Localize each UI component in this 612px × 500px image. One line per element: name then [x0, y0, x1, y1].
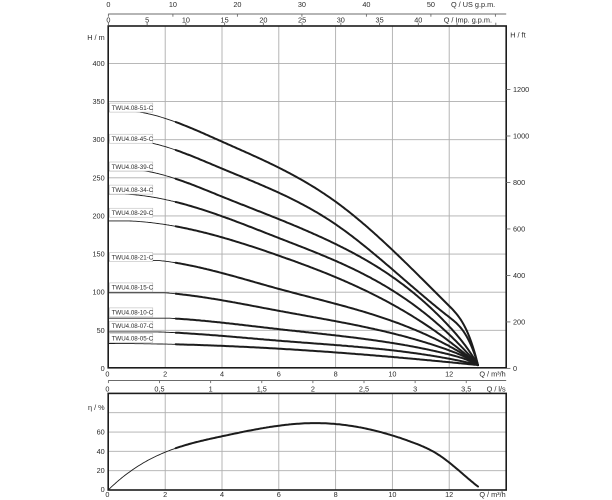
svg-text:40: 40 — [414, 15, 422, 24]
svg-text:8: 8 — [334, 490, 338, 499]
svg-text:300: 300 — [93, 135, 105, 144]
svg-text:350: 350 — [93, 97, 105, 106]
svg-text:30: 30 — [298, 0, 306, 9]
svg-text:50: 50 — [97, 326, 105, 335]
svg-text:0,5: 0,5 — [154, 384, 164, 393]
svg-text:0: 0 — [105, 384, 109, 393]
svg-text:40: 40 — [362, 0, 370, 9]
svg-text:2: 2 — [163, 490, 167, 499]
svg-text:3: 3 — [413, 384, 417, 393]
svg-text:1000: 1000 — [513, 132, 529, 141]
svg-text:30: 30 — [337, 15, 345, 24]
svg-text:20: 20 — [233, 0, 241, 9]
svg-text:12: 12 — [445, 490, 453, 499]
svg-text:Q / US g.p.m.: Q / US g.p.m. — [451, 0, 495, 9]
svg-text:TWU4.08-45-C: TWU4.08-45-C — [112, 136, 154, 143]
svg-text:Q / Imp. g.p.m.: Q / Imp. g.p.m. — [444, 15, 492, 24]
svg-text:TWU4.08-21-C: TWU4.08-21-C — [112, 255, 154, 262]
svg-text:12: 12 — [445, 369, 453, 378]
svg-text:TWU4.08-29-C: TWU4.08-29-C — [112, 210, 154, 217]
svg-text:25: 25 — [298, 15, 306, 24]
svg-text:2: 2 — [163, 369, 167, 378]
svg-text:35: 35 — [376, 15, 384, 24]
svg-text:TWU4.08-07-C: TWU4.08-07-C — [112, 323, 154, 330]
svg-text:1: 1 — [209, 384, 213, 393]
svg-text:TWU4.08-10-C: TWU4.08-10-C — [112, 310, 154, 317]
svg-text:10: 10 — [388, 369, 396, 378]
svg-text:400: 400 — [93, 59, 105, 68]
svg-text:8: 8 — [334, 369, 338, 378]
svg-text:0: 0 — [105, 369, 109, 378]
svg-text:4: 4 — [220, 369, 224, 378]
svg-text:600: 600 — [513, 225, 525, 234]
svg-text:TWU4.08-51-C: TWU4.08-51-C — [112, 105, 154, 112]
svg-text:TWU4.08-34-C: TWU4.08-34-C — [112, 187, 154, 194]
svg-text:40: 40 — [97, 447, 105, 456]
svg-text:10: 10 — [388, 490, 396, 499]
svg-text:5: 5 — [145, 15, 149, 24]
svg-text:Q / m³/h: Q / m³/h — [479, 369, 505, 378]
svg-text:H / m: H / m — [87, 33, 104, 42]
svg-text:0: 0 — [105, 490, 109, 499]
svg-text:Q / m³/h: Q / m³/h — [479, 490, 505, 499]
svg-text:TWU4.08-15-C: TWU4.08-15-C — [112, 285, 154, 292]
svg-text:0: 0 — [101, 485, 105, 494]
svg-text:400: 400 — [513, 271, 525, 280]
svg-text:15: 15 — [221, 15, 229, 24]
svg-text:2: 2 — [311, 384, 315, 393]
svg-text:50: 50 — [427, 0, 435, 9]
svg-text:6: 6 — [277, 369, 281, 378]
svg-text:6: 6 — [277, 490, 281, 499]
svg-text:4: 4 — [220, 490, 224, 499]
svg-text:2,5: 2,5 — [359, 384, 369, 393]
svg-text:0: 0 — [106, 15, 110, 24]
svg-text:0: 0 — [101, 364, 105, 373]
svg-text:20: 20 — [259, 15, 267, 24]
svg-text:TWU4.08-39-C: TWU4.08-39-C — [112, 164, 154, 171]
svg-text:60: 60 — [97, 428, 105, 437]
svg-text:H / ft: H / ft — [510, 31, 525, 40]
svg-text:TWU4.08-05-C: TWU4.08-05-C — [112, 335, 154, 342]
svg-text:η / %: η / % — [88, 403, 105, 412]
svg-text:1200: 1200 — [513, 85, 529, 94]
svg-text:3,5: 3,5 — [461, 384, 471, 393]
svg-text:100: 100 — [93, 288, 105, 297]
svg-text:10: 10 — [182, 15, 190, 24]
svg-text:200: 200 — [93, 211, 105, 220]
svg-text:10: 10 — [169, 0, 177, 9]
svg-text:150: 150 — [93, 250, 105, 259]
svg-text:Q / l/s: Q / l/s — [487, 384, 506, 393]
svg-text:20: 20 — [97, 466, 105, 475]
svg-text:0: 0 — [106, 0, 110, 9]
svg-text:1,5: 1,5 — [257, 384, 267, 393]
svg-text:800: 800 — [513, 178, 525, 187]
svg-text:250: 250 — [93, 173, 105, 182]
svg-text:0: 0 — [513, 364, 517, 373]
svg-text:200: 200 — [513, 317, 525, 326]
